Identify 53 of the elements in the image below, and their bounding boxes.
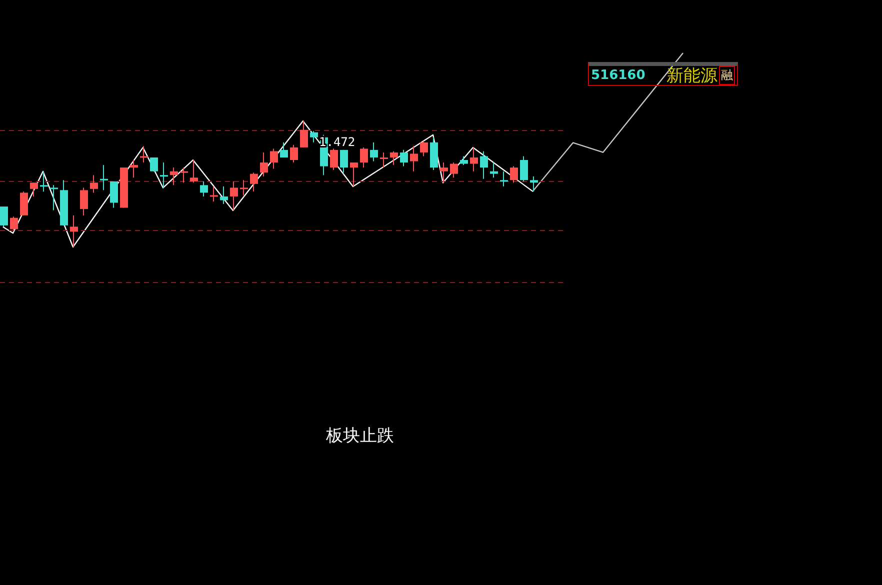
candlestick (130, 159, 138, 178)
candlestick (90, 174, 98, 194)
candlestick (50, 184, 58, 211)
candlestick (480, 150, 488, 180)
candlestick (70, 214, 78, 248)
candlestick (380, 152, 388, 168)
candlestick (160, 162, 168, 188)
candlestick (390, 150, 398, 166)
candlestick (420, 140, 428, 157)
candlestick (270, 148, 278, 170)
candlestick (520, 156, 528, 182)
candlestick (500, 170, 508, 187)
candlestick (440, 162, 448, 184)
candlestick (180, 167, 188, 184)
candlestick (470, 146, 478, 172)
candlestick (330, 148, 338, 171)
candlestick (290, 144, 298, 164)
candlestick (370, 142, 378, 162)
candlestick (490, 162, 498, 178)
candlestick (140, 146, 148, 164)
candlestick (450, 162, 458, 178)
candlestick (410, 146, 418, 172)
candlestick (350, 162, 358, 187)
candlestick (110, 180, 118, 208)
annotation: 新能源 (666, 65, 718, 87)
candlestick (400, 149, 408, 167)
candlestick (200, 180, 208, 197)
candlestick (210, 186, 218, 202)
candlestick (310, 130, 318, 143)
candlestick (30, 182, 38, 197)
candlestick (240, 180, 248, 196)
candlestick (20, 190, 28, 216)
candlestick (260, 152, 268, 177)
candlestick (340, 149, 348, 174)
candlestick (300, 120, 308, 148)
candlestick (530, 176, 538, 192)
candlestick (230, 180, 238, 211)
annotation: 516160 (591, 68, 646, 83)
candlestick (100, 164, 108, 191)
candlestick (40, 170, 48, 192)
candlestick (360, 146, 368, 168)
candlestick (170, 167, 178, 186)
candlestick (10, 216, 18, 231)
candlestick (510, 166, 518, 184)
candlestick (250, 172, 258, 192)
candlestick (190, 159, 198, 184)
candlestick (280, 142, 288, 158)
candlestick (220, 186, 228, 205)
text: 融 (719, 66, 735, 85)
text: 板块止跌 (326, 425, 394, 447)
candlestick (80, 187, 88, 216)
candlestick (150, 156, 158, 172)
candlestick (0, 206, 8, 228)
